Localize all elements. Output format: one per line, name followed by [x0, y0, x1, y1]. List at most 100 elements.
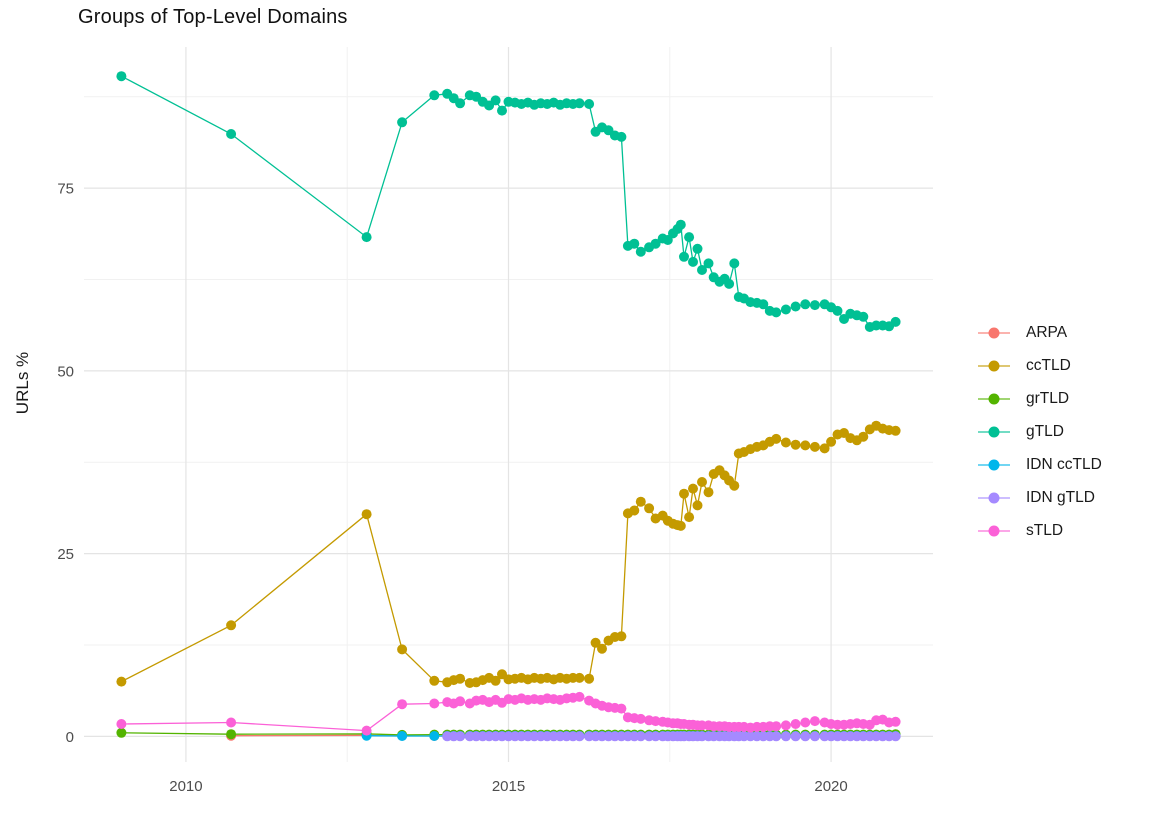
data-point	[574, 672, 585, 683]
x-tick-label: 2010	[169, 778, 202, 795]
data-point	[790, 731, 801, 742]
data-point	[397, 699, 408, 710]
data-point	[688, 483, 698, 494]
data-point	[729, 258, 740, 269]
data-point	[780, 437, 791, 448]
legend-key-icon	[978, 360, 1010, 371]
x-tick-label: 2020	[814, 778, 847, 795]
legend-label: grTLD	[1026, 389, 1070, 407]
data-point	[574, 98, 585, 109]
series-gtld	[116, 71, 901, 332]
data-point	[703, 258, 714, 269]
data-point	[890, 425, 901, 436]
data-point	[890, 716, 901, 727]
data-point	[650, 238, 661, 249]
data-point	[584, 673, 595, 684]
data-point	[361, 509, 372, 520]
legend-key-icon	[978, 327, 1010, 338]
legend-label: IDN ccTLD	[1026, 455, 1102, 473]
series-cctld	[116, 420, 901, 688]
data-point	[397, 117, 408, 128]
data-point	[361, 725, 372, 736]
data-point	[800, 731, 811, 742]
data-point	[429, 731, 440, 741]
data-point	[800, 299, 811, 310]
data-point	[455, 696, 466, 707]
data-point	[584, 99, 595, 109]
data-point	[771, 433, 782, 444]
data-point	[800, 717, 811, 728]
data-point	[809, 441, 820, 452]
series-stld	[116, 691, 901, 736]
data-point	[226, 129, 237, 139]
data-point	[771, 307, 782, 318]
data-point	[890, 316, 901, 327]
data-point	[635, 496, 646, 507]
data-point	[684, 232, 695, 243]
data-point	[429, 675, 440, 686]
data-point	[226, 717, 237, 728]
data-point	[790, 301, 801, 312]
data-point	[771, 721, 782, 732]
data-point	[590, 637, 601, 648]
data-point	[729, 480, 740, 491]
data-point	[116, 71, 127, 82]
data-point	[429, 698, 440, 709]
legend-item-idn-cctld: IDN ccTLD	[976, 448, 1102, 481]
legend-label: IDN gTLD	[1026, 488, 1095, 506]
data-point	[629, 505, 640, 516]
data-point	[635, 713, 646, 724]
y-tick-label: 75	[57, 181, 74, 198]
data-point	[832, 305, 843, 316]
data-point	[684, 512, 695, 523]
legend-item-gtld: gTLD	[976, 415, 1102, 448]
data-point	[455, 98, 466, 109]
data-point	[858, 431, 869, 442]
x-tick-label: 2015	[492, 778, 525, 795]
data-point	[692, 500, 703, 511]
data-point	[675, 520, 686, 531]
data-point	[858, 311, 869, 322]
data-point	[574, 731, 585, 742]
data-point	[635, 246, 646, 257]
data-point	[697, 477, 707, 487]
y-tick-label: 25	[57, 546, 74, 563]
data-point	[616, 703, 627, 714]
data-point	[790, 719, 801, 729]
legend-label: ARPA	[1026, 323, 1068, 341]
data-point	[800, 440, 811, 451]
data-point	[497, 105, 507, 116]
data-point	[780, 731, 791, 742]
data-point	[226, 620, 237, 631]
legend-key-icon	[978, 525, 1010, 536]
legend-item-grtld: grTLD	[976, 382, 1102, 415]
data-point	[692, 243, 703, 254]
data-point	[890, 731, 901, 742]
data-point	[455, 731, 466, 742]
legend-item-idn-gtld: IDN gTLD	[976, 481, 1102, 514]
data-point	[675, 219, 686, 230]
axis-tick-labels: 0 25 50 75 2010 2015 2020	[57, 181, 847, 795]
legend-item-arpa: ARPA	[976, 316, 1102, 349]
legend-item-stld: sTLD	[976, 514, 1102, 547]
data-point	[490, 95, 501, 106]
data-point	[790, 439, 801, 450]
data-point	[758, 299, 769, 310]
data-point	[116, 727, 127, 738]
data-point	[780, 720, 791, 731]
data-point	[819, 443, 830, 454]
y-tick-label: 50	[57, 363, 74, 380]
legend-label: gTLD	[1026, 422, 1064, 440]
data-point	[771, 731, 782, 742]
data-point	[809, 716, 820, 727]
data-point	[697, 265, 707, 275]
y-tick-label: 0	[66, 729, 74, 746]
data-point	[574, 691, 585, 702]
data-point	[116, 719, 127, 729]
data-point	[809, 731, 820, 742]
data-point	[635, 731, 646, 742]
data-point	[116, 676, 127, 687]
grid-major	[84, 47, 933, 762]
data-point	[490, 675, 501, 686]
